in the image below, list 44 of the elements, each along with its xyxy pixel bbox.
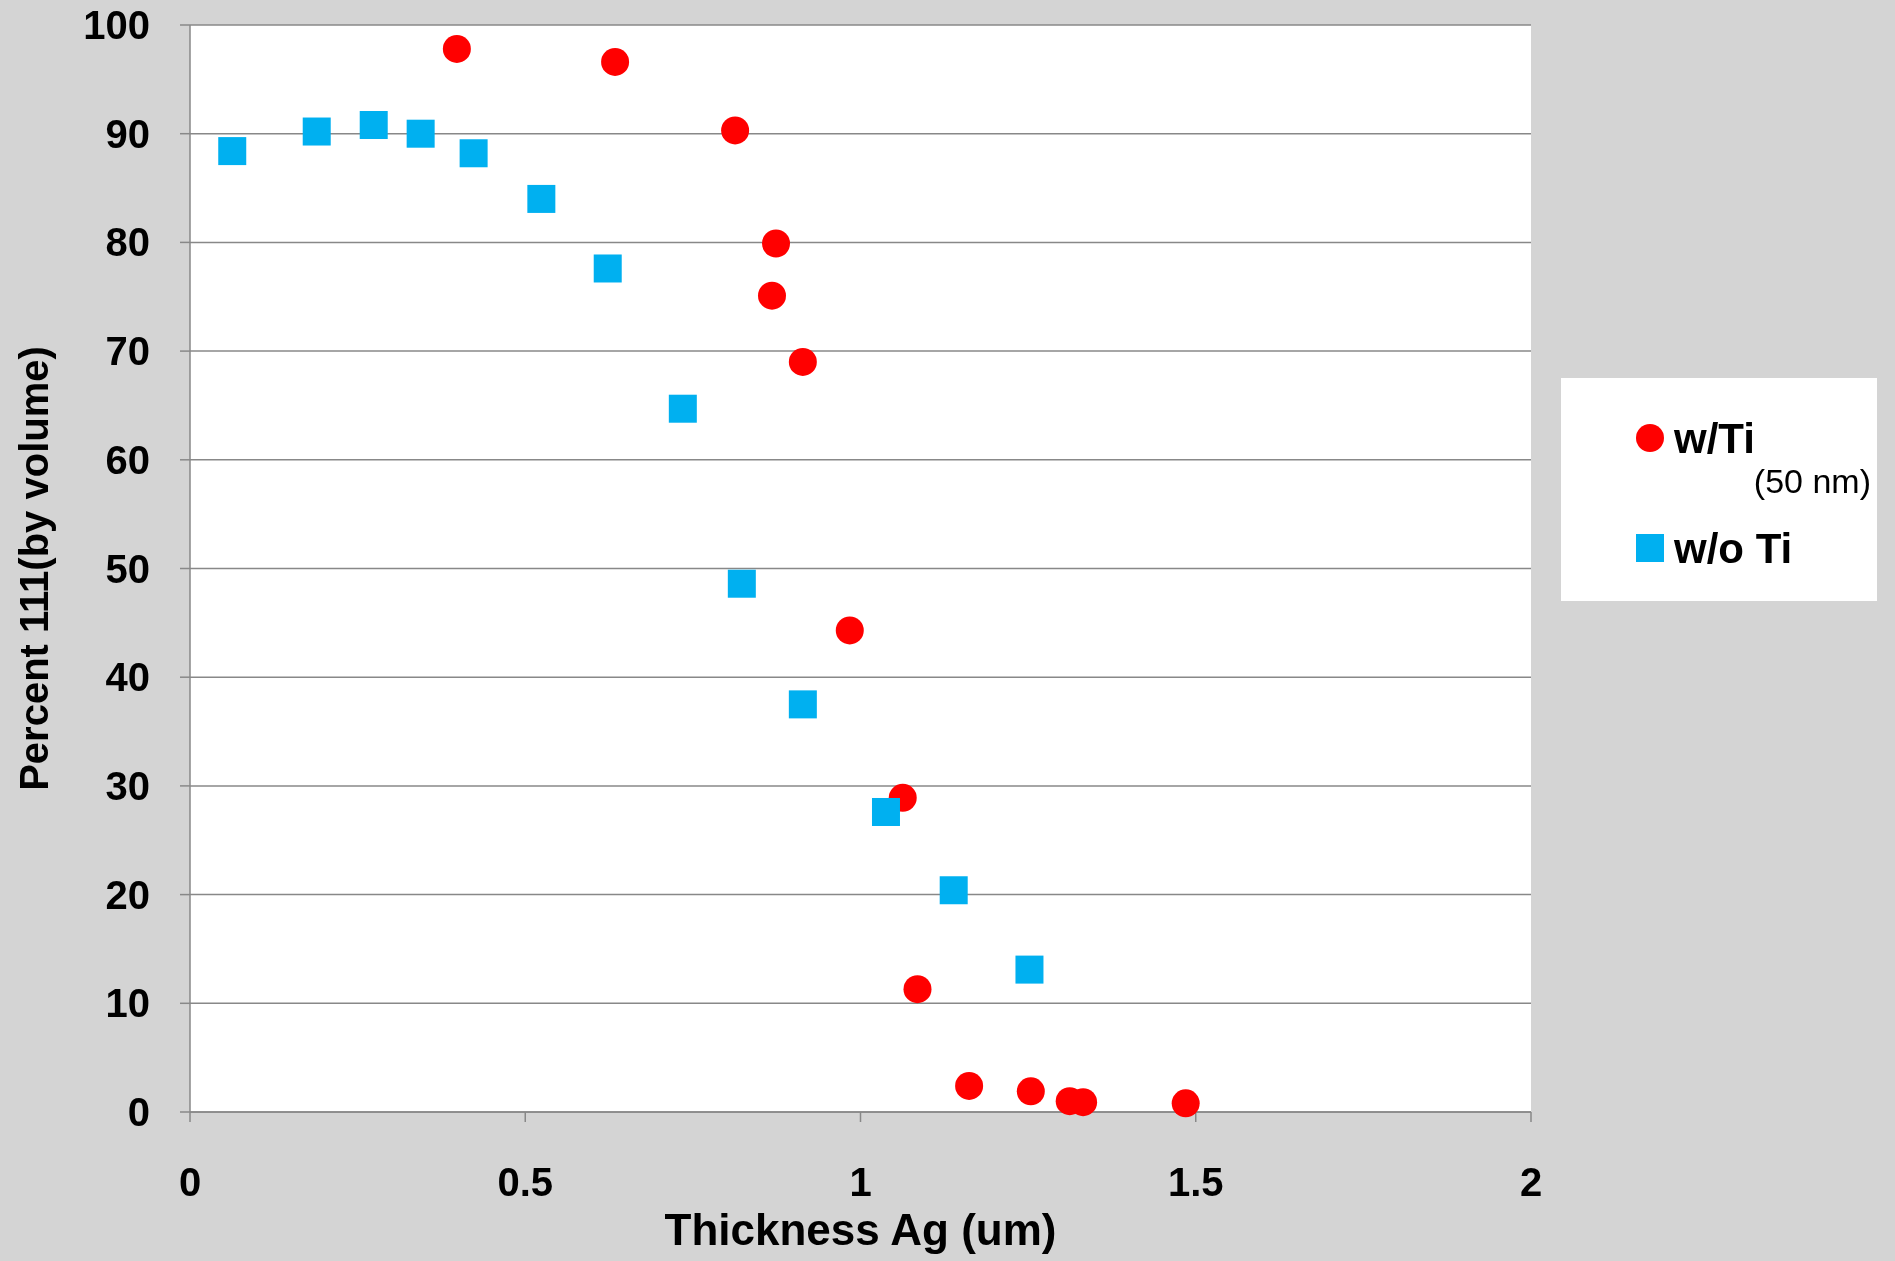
y-tick-label: 80 xyxy=(105,220,150,265)
y-tick-label: 70 xyxy=(105,329,150,374)
point xyxy=(406,119,435,148)
legend-label: w/Ti (50 nm) xyxy=(1673,415,1871,500)
point xyxy=(359,111,388,139)
x-axis-title: Thickness Ag (um) xyxy=(664,1205,1057,1254)
y-tick-label: 20 xyxy=(105,872,150,917)
point xyxy=(788,690,817,719)
x-tick-label: 1 xyxy=(849,1160,872,1204)
point xyxy=(593,254,622,283)
y-tick-label: 60 xyxy=(105,437,150,482)
y-tick-label: 100 xyxy=(83,3,150,47)
point xyxy=(939,876,968,905)
point xyxy=(1015,955,1044,984)
point xyxy=(442,34,471,63)
y-tick-label: 10 xyxy=(105,981,150,1026)
point xyxy=(721,116,750,145)
point xyxy=(871,797,900,826)
point xyxy=(1171,1089,1200,1118)
point xyxy=(762,229,791,258)
point xyxy=(955,1071,984,1100)
point xyxy=(757,281,786,310)
point xyxy=(527,184,556,213)
x-tick-label: 1.5 xyxy=(1167,1160,1224,1204)
y-tick-label: 30 xyxy=(105,763,150,808)
point xyxy=(668,394,697,423)
y-tick-label: 90 xyxy=(105,111,150,156)
point xyxy=(601,47,630,76)
point xyxy=(459,139,488,168)
y-tick-label: 0 xyxy=(127,1090,150,1134)
point xyxy=(218,137,247,166)
x-tick-label: 0.5 xyxy=(497,1160,554,1204)
point xyxy=(727,569,756,598)
point xyxy=(788,347,817,376)
point xyxy=(302,117,331,146)
x-tick-label: 0 xyxy=(178,1160,202,1204)
y-axis-title: Percent 111(by volume) xyxy=(12,346,56,791)
legend-label: w/o Ti xyxy=(1673,525,1793,572)
y-tick-label: 40 xyxy=(105,655,150,700)
y-tick-label: 50 xyxy=(105,546,150,591)
x-tick-label: 2 xyxy=(1519,1160,1543,1204)
point xyxy=(835,616,864,645)
point xyxy=(1016,1077,1045,1106)
point xyxy=(903,975,932,1004)
